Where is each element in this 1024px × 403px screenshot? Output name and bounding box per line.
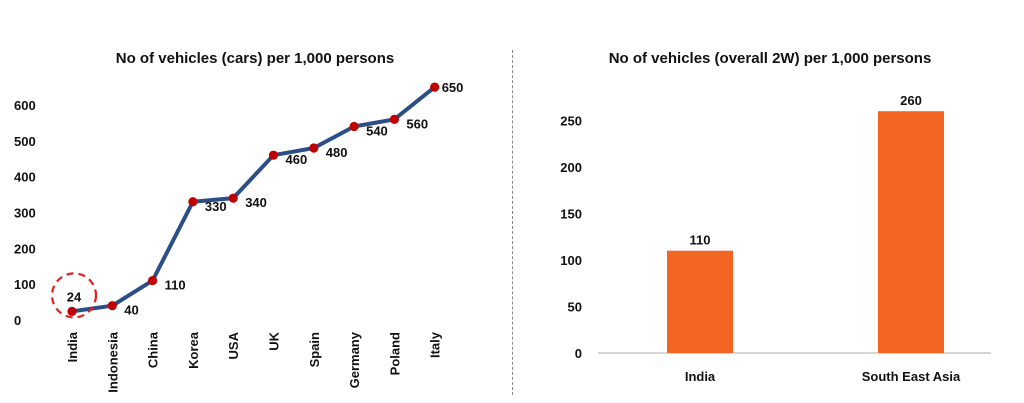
2w-chart-title: No of vehicles (overall 2W) per 1,000 pe…: [608, 50, 932, 67]
y-tick-label: 300: [14, 206, 36, 221]
data-label: 650: [442, 80, 464, 95]
bar: [667, 250, 733, 353]
y-tick-label: 250: [560, 114, 582, 129]
data-point: [107, 301, 117, 311]
data-point: [268, 150, 279, 160]
data-label: 340: [245, 195, 267, 210]
data-label: 24: [67, 289, 82, 304]
x-tick-label: USA: [226, 331, 241, 359]
data-label: 260: [900, 93, 922, 108]
y-tick-label: 400: [14, 170, 36, 185]
cars-chart-title: No of vehicles (cars) per 1,000 persons: [115, 50, 395, 67]
y-tick-label: 150: [560, 207, 582, 222]
x-tick-label: Indonesia: [105, 331, 120, 392]
data-label: 540: [366, 124, 388, 139]
data-label: 110: [165, 278, 186, 293]
data-label: 480: [326, 145, 348, 160]
x-tick-label: UK: [267, 331, 282, 350]
x-tick-label: Germany: [347, 331, 362, 388]
data-point: [349, 121, 359, 132]
y-tick-label: 0: [14, 313, 21, 328]
cars-line-chart: 0 100 200 300 400 500 600 24 40 110 330 340 460 480 54…: [14, 80, 464, 393]
y-tick-label: 200: [14, 241, 36, 256]
x-tick-label: Spain: [307, 332, 322, 367]
panel-divider: [512, 50, 513, 395]
india-highlight-ring: [50, 272, 98, 319]
data-point: [389, 114, 399, 124]
x-tick-label: China: [146, 331, 161, 368]
y-tick-label: 500: [14, 134, 36, 149]
y-tick-label: 100: [560, 253, 582, 268]
x-tick-label: India: [65, 331, 80, 362]
x-tick-label: South East Asia: [862, 369, 961, 384]
bar: [878, 111, 944, 353]
2w-chart-panel: No of vehicles (overall 2W) per 1,000 pe…: [516, 0, 1024, 403]
data-point: [148, 275, 158, 286]
y-tick-label: 0: [575, 346, 582, 361]
data-point: [67, 306, 77, 317]
data-label: 40: [124, 303, 138, 318]
data-label: 110: [690, 233, 711, 248]
data-point: [309, 143, 319, 153]
x-tick-label: Korea: [186, 331, 201, 369]
y-tick-label: 100: [14, 277, 36, 292]
x-tick-label: Italy: [428, 331, 443, 358]
data-point: [430, 82, 440, 92]
data-label: 330: [205, 199, 227, 214]
cars-series-line: [70, 85, 437, 314]
data-point: [228, 193, 238, 203]
y-tick-label: 200: [560, 160, 582, 175]
y-tick-label: 600: [14, 98, 36, 113]
data-point: [188, 197, 198, 207]
x-tick-label: India: [685, 369, 716, 384]
cars-chart-panel: No of vehicles (cars) per 1,000 persons …: [0, 0, 510, 403]
2w-bar-chart: 0 50 100 150 200 250 110 India 260 South East Asi…: [560, 93, 991, 384]
data-label: 460: [286, 152, 308, 167]
y-tick-label: 50: [568, 300, 582, 315]
data-label: 560: [406, 116, 428, 131]
x-tick-label: Poland: [387, 332, 402, 375]
